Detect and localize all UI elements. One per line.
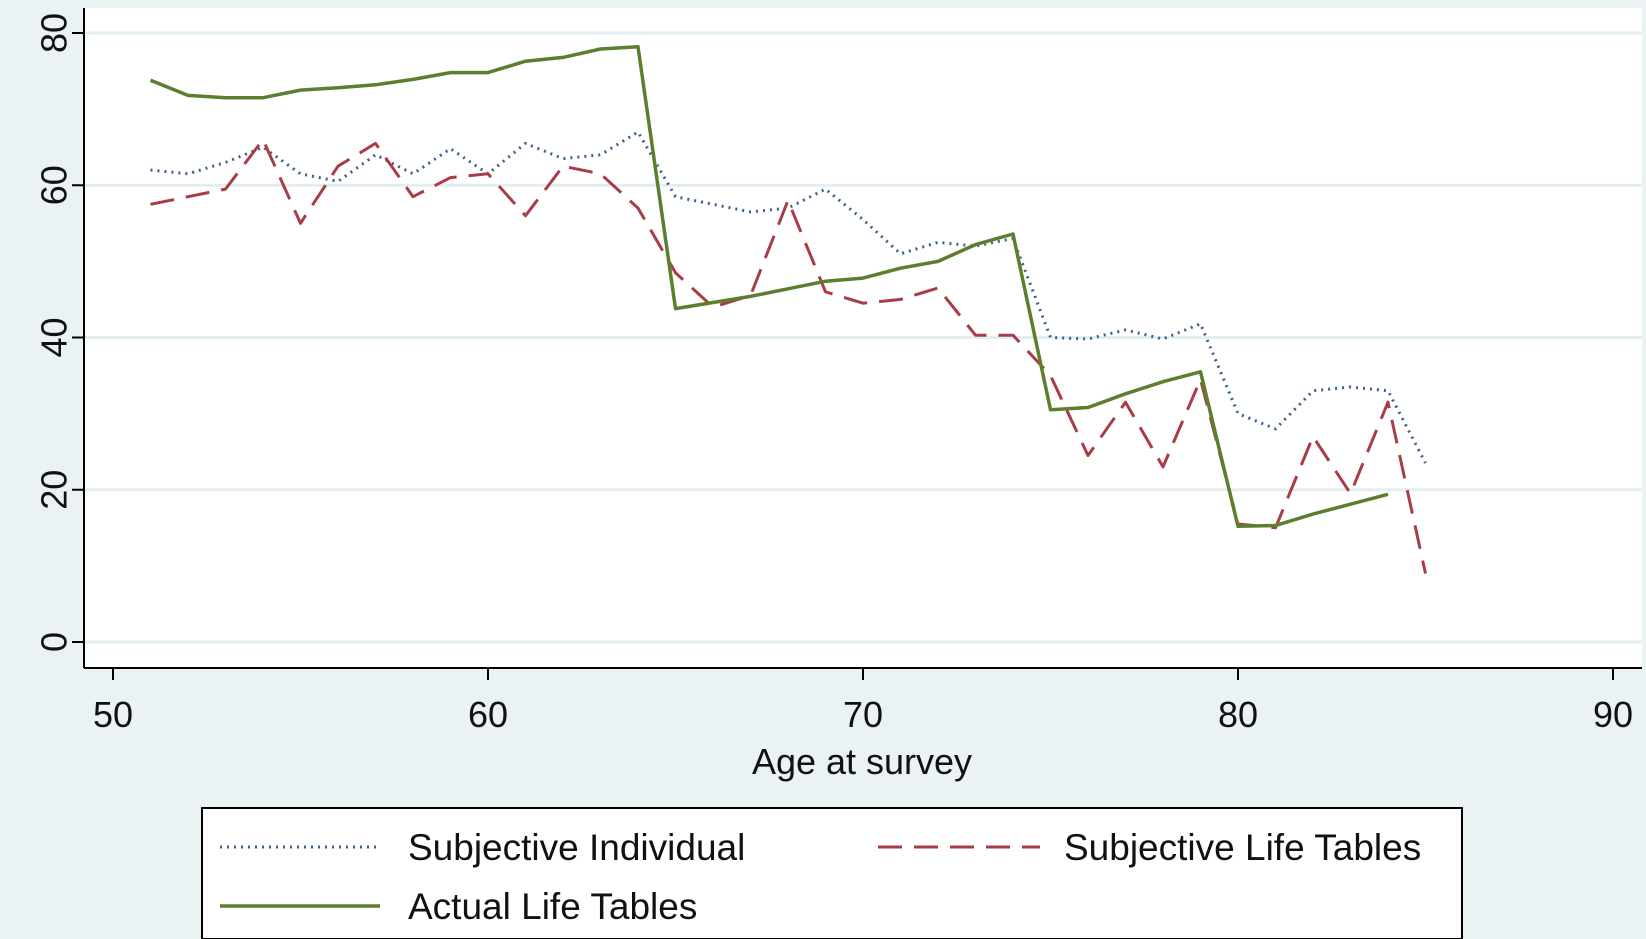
x-tick-label-80: 80 — [1218, 694, 1258, 735]
y-tick-label-60: 60 — [34, 165, 75, 205]
series-line-actual-life-tables — [149, 44, 1389, 529]
x-tick-label-90: 90 — [1593, 694, 1633, 735]
legend-box — [201, 807, 1463, 939]
series-line-subjective-individual — [150, 130, 1427, 464]
legend-label-subjective-individual: Subjective Individual — [408, 827, 745, 868]
y-tick-label-0: 0 — [34, 632, 75, 652]
legend-label-subjective-life-tables: Subjective Life Tables — [1064, 827, 1421, 868]
legend-label-actual-life-tables: Actual Life Tables — [408, 886, 697, 927]
y-tick-label-40: 40 — [34, 317, 75, 357]
y-ticks: 0 20 40 60 80 — [34, 13, 84, 652]
gridlines — [84, 31, 1642, 644]
x-tick-label-50: 50 — [93, 694, 133, 735]
series-layer — [149, 44, 1427, 574]
y-tick-label-80: 80 — [34, 13, 75, 53]
x-tick-label-60: 60 — [468, 694, 508, 735]
x-axis-title: Age at survey — [752, 741, 972, 782]
x-ticks: 50 60 70 80 90 — [93, 668, 1633, 735]
legend: Subjective Individual Subjective Life Ta… — [201, 807, 1463, 939]
x-tick-label-70: 70 — [843, 694, 883, 735]
y-tick-label-20: 20 — [34, 470, 75, 510]
